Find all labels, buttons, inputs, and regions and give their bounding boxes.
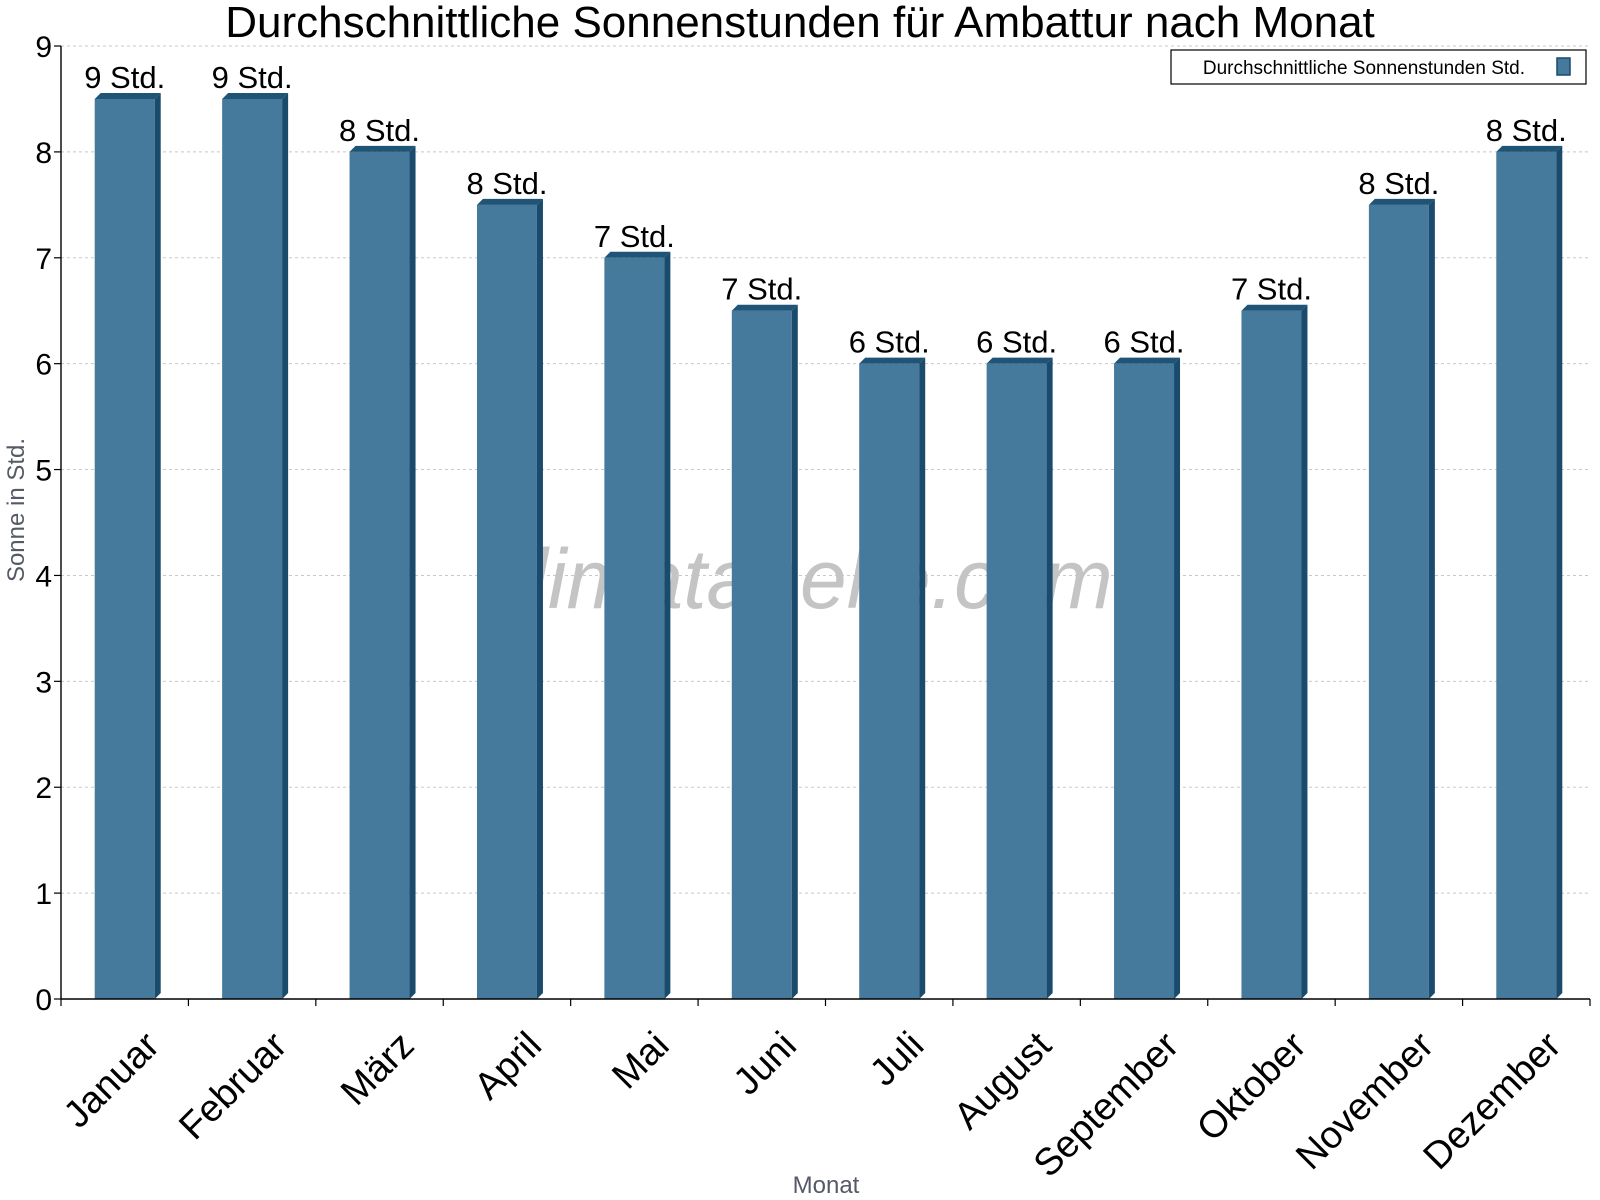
bar-top [986,357,1053,364]
bar-top [1368,198,1435,205]
data-label: 7 Std. [594,219,675,254]
data-label: 7 Std. [721,272,802,307]
bar-top [349,145,416,152]
bar [986,357,1053,1000]
x-tick-label: Juni [726,1024,805,1103]
bar-top [1114,357,1181,364]
bar-side [409,145,416,999]
bar-front [604,257,665,999]
grid-lines [61,45,1590,894]
y-tick-label: 0 [35,984,52,1017]
x-tick-label: Oktober [1189,1024,1315,1150]
legend: Durchschnittliche Sonnenstunden Std. [1170,49,1587,85]
data-label: 9 Std. [84,60,165,95]
bar-top [859,357,926,364]
bar [859,357,926,1000]
bar-top [731,304,798,311]
bar-top [476,198,543,205]
data-label: 8 Std. [339,113,420,148]
bar [1368,198,1435,1000]
x-tick-label: April [467,1024,550,1107]
x-tick-label: Mai [604,1024,677,1097]
bar-front [859,363,920,1000]
bar-side [282,92,289,999]
x-tick-label: Januar [56,1024,168,1136]
bar [1114,357,1181,1000]
bar-side [1428,198,1435,1000]
bar [1496,145,1563,999]
y-tick-label: 1 [35,878,52,911]
bar [731,304,798,999]
bar-front [476,204,537,1000]
bar-side [154,92,161,999]
y-tick-labels: 0 1 2 3 4 5 6 7 8 9 [35,31,52,1017]
y-tick-label: 8 [35,137,52,170]
data-label: 8 Std. [1358,166,1439,201]
bar-side [1174,357,1181,1000]
x-axis-title: Monat [793,1172,860,1199]
bar-top [1496,145,1563,152]
y-tick-label: 4 [35,560,52,593]
y-tick-label: 2 [35,772,52,805]
bar [604,251,671,999]
bar-side [664,251,671,999]
bar-top [94,92,161,99]
bar-side [1046,357,1053,1000]
data-label: 6 Std. [849,325,930,360]
bar-side [1556,145,1563,999]
bar-front [1241,310,1302,999]
y-tick-label: 9 [35,31,52,64]
bar [349,145,416,999]
x-tick-label: Februar [171,1024,295,1148]
data-label: 9 Std. [212,60,293,95]
y-axis-title: Sonne in Std. [3,438,30,582]
bar-front [349,151,410,999]
bar-front [986,363,1047,1000]
bar-front [94,98,155,999]
bar-front [1368,204,1429,1000]
bar [476,198,543,1000]
legend-label: Durchschnittliche Sonnenstunden Std. [1203,58,1525,79]
x-tick-label: Dezember [1416,1024,1570,1178]
bar-front [222,98,283,999]
bar-side [536,198,543,1000]
data-label: 7 Std. [1231,272,1312,307]
data-label: 8 Std. [466,166,547,201]
bar-front [1114,363,1175,1000]
bar-side [919,357,926,1000]
bar-side [1301,304,1308,999]
x-tick-label: November [1288,1024,1442,1178]
bar-side [791,304,798,999]
axes [54,45,1591,1006]
data-labels: 9 Std. 9 Std. 8 Std. 8 Std. 7 Std. 7 Std. 6 St… [84,60,1567,360]
y-tick-label: 5 [35,455,52,488]
y-tick-label: 7 [35,243,52,276]
data-label: 8 Std. [1486,113,1567,148]
bar-top [604,251,671,258]
data-label: 6 Std. [1104,325,1185,360]
x-tick-labels: Januar Februar März April Mai Juni Juli AugustS… [56,1024,1570,1185]
x-tick-label: März [333,1024,422,1113]
bar [1241,304,1308,999]
legend-box [1170,49,1587,85]
y-tick-label: 3 [35,666,52,699]
bar [94,92,161,999]
y-tick-label: 6 [35,349,52,382]
bar-front [1496,151,1557,999]
bar-front [731,310,792,999]
x-tick-label: Juli [862,1024,932,1094]
bars [94,92,1563,1000]
data-label: 6 Std. [976,325,1057,360]
legend-swatch [1556,57,1571,76]
bar [222,92,289,999]
bar-top [1241,304,1308,311]
bar-top [222,92,289,99]
x-tick-label: August [946,1024,1060,1138]
chart-title: Durchschnittliche Sonnenstunden für Amba… [225,0,1375,47]
